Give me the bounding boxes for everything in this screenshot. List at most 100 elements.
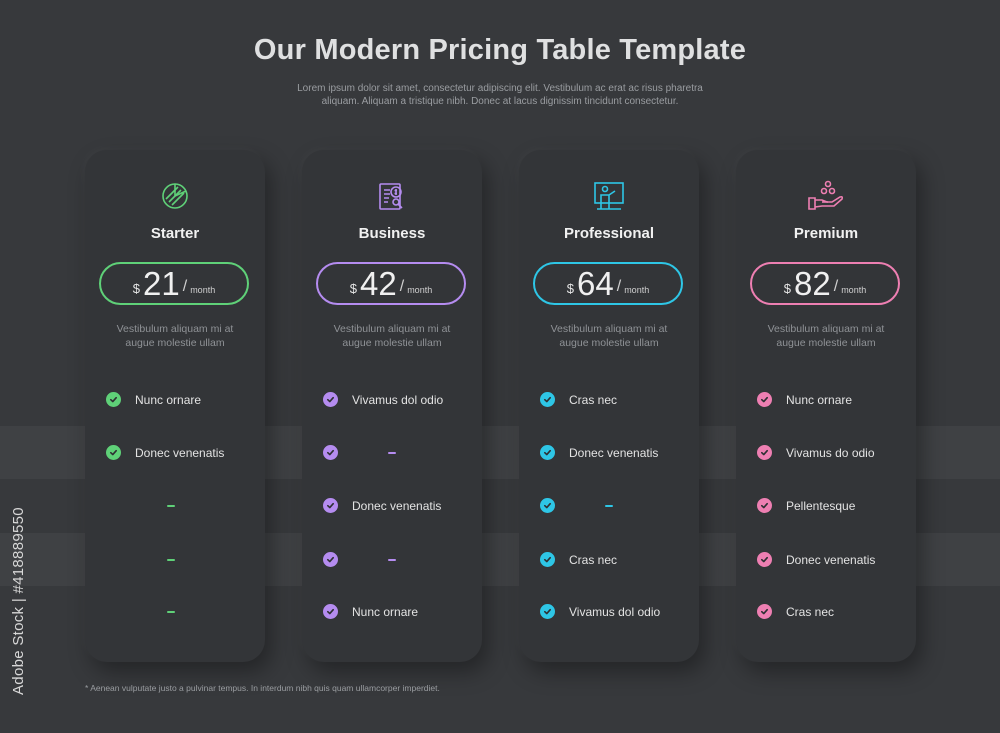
- feature-dash: [167, 559, 175, 561]
- price-separator: /: [833, 277, 839, 295]
- feature-row: Nunc ornare: [302, 585, 482, 638]
- check-icon: [323, 604, 338, 619]
- feature-label: Nunc ornare: [352, 604, 419, 619]
- feature-row: Donec venenatis: [302, 479, 482, 532]
- currency-symbol: $: [783, 280, 792, 296]
- check-icon: [757, 445, 772, 460]
- check-icon: [323, 445, 338, 460]
- hand-coins-icon: [736, 178, 916, 214]
- feature-row: Cras nec: [519, 373, 699, 426]
- plan-name: Starter: [150, 225, 200, 242]
- feature-label: Donec venenatis: [786, 552, 876, 567]
- feature-dash: [388, 451, 396, 454]
- price-period: month: [190, 284, 216, 295]
- feature-dash: [167, 505, 175, 507]
- check-icon: [757, 498, 772, 513]
- check-icon: [540, 498, 555, 513]
- feature-row: Vivamus dol odio: [302, 373, 482, 426]
- description-line: augue molestie ullam: [125, 337, 225, 349]
- description-line: Vestibulum aliquam mi at: [767, 323, 885, 335]
- check-icon: [323, 498, 338, 513]
- description-line: augue molestie ullam: [559, 337, 659, 349]
- plan-description: Vestibulum aliquam mi at augue molestie …: [312, 322, 472, 350]
- plan-name: Business: [358, 225, 426, 242]
- feature-label: Cras nec: [786, 604, 835, 619]
- feature-label: Pellentesque: [786, 498, 856, 513]
- feature-label: Nunc ornare: [786, 392, 853, 407]
- price-amount: 21: [143, 265, 180, 302]
- feature-label: Donec venenatis: [352, 498, 442, 513]
- currency-symbol: $: [349, 280, 358, 296]
- price-pill[interactable]: $ 21 / month: [99, 262, 249, 305]
- feature-row: Cras nec: [736, 585, 916, 638]
- dash-mark: [388, 558, 396, 561]
- feature-row: Donec venenatis: [736, 533, 916, 586]
- feature-label: Donec venenatis: [569, 445, 659, 460]
- currency-symbol: $: [566, 280, 575, 296]
- price-separator: /: [616, 277, 622, 295]
- description-line: augue molestie ullam: [776, 337, 876, 349]
- price-amount: 64: [577, 265, 614, 302]
- footnote: * Aenean vulputate justo a pulvinar temp…: [85, 683, 440, 693]
- watermark-label: Adobe Stock | #418889550: [10, 507, 27, 695]
- price-pill[interactable]: $ 64 / month: [533, 262, 683, 305]
- feature-dash: [388, 558, 396, 561]
- feature-label: Donec venenatis: [135, 445, 225, 460]
- check-icon: [323, 552, 338, 567]
- check-icon: [757, 552, 772, 567]
- price-amount: 82: [794, 265, 831, 302]
- feature-row: Pellentesque: [736, 479, 916, 532]
- plan-description: Vestibulum aliquam mi at augue molestie …: [95, 322, 255, 350]
- feature-row: [519, 479, 699, 532]
- feature-row: [85, 585, 265, 638]
- description-line: Vestibulum aliquam mi at: [116, 323, 234, 335]
- page-title: Our Modern Pricing Table Template: [253, 34, 747, 66]
- dash-mark: [605, 504, 613, 507]
- plan-name: Premium: [793, 225, 859, 242]
- feature-row: Nunc ornare: [85, 373, 265, 426]
- watermark-text: Adobe Stock | #418889550: [10, 495, 36, 695]
- price-separator: /: [182, 277, 188, 295]
- subtitle-line: aliquam. Aliquam a tristique nibh. Donec…: [321, 96, 679, 107]
- plan-description: Vestibulum aliquam mi at augue molestie …: [529, 322, 689, 350]
- presentation-icon: [519, 178, 699, 214]
- feature-row: Nunc ornare: [736, 373, 916, 426]
- price-pill[interactable]: $ 42 / month: [316, 262, 466, 305]
- feature-label: Cras nec: [569, 392, 618, 407]
- feature-row: Vivamus do odio: [736, 426, 916, 479]
- feature-dash: [605, 504, 613, 507]
- price-period: month: [841, 284, 867, 295]
- feature-row: Cras nec: [519, 533, 699, 586]
- price-period: month: [624, 284, 650, 295]
- check-icon: [323, 392, 338, 407]
- price-pill[interactable]: $ 82 / month: [750, 262, 900, 305]
- feature-row: [302, 426, 482, 479]
- description-line: Vestibulum aliquam mi at: [333, 323, 451, 335]
- price-separator: /: [399, 277, 405, 295]
- feature-label: Nunc ornare: [135, 392, 202, 407]
- price-period: month: [407, 284, 433, 295]
- feature-row: Donec venenatis: [85, 426, 265, 479]
- pie-chart-icon: [85, 178, 265, 214]
- feature-row: Vivamus dol odio: [519, 585, 699, 638]
- check-icon: [106, 392, 121, 407]
- feature-label: Cras nec: [569, 552, 618, 567]
- feature-dash: [167, 611, 175, 613]
- description-line: Vestibulum aliquam mi at: [550, 323, 668, 335]
- description-line: augue molestie ullam: [342, 337, 442, 349]
- page-subtitle: Lorem ipsum dolor sit amet, consectetur …: [270, 82, 730, 108]
- dash-mark: [388, 451, 396, 454]
- check-icon: [106, 445, 121, 460]
- invoice-icon: [302, 178, 482, 214]
- feature-row: [85, 479, 265, 532]
- currency-symbol: $: [132, 280, 141, 296]
- feature-row: Donec venenatis: [519, 426, 699, 479]
- check-icon: [540, 604, 555, 619]
- subtitle-line: Lorem ipsum dolor sit amet, consectetur …: [297, 83, 703, 94]
- plan-description: Vestibulum aliquam mi at augue molestie …: [746, 322, 906, 350]
- feature-label: Vivamus do odio: [786, 445, 875, 460]
- plan-name: Professional: [563, 225, 655, 242]
- feature-label: Vivamus dol odio: [352, 392, 444, 407]
- price-amount: 42: [360, 265, 397, 302]
- check-icon: [757, 604, 772, 619]
